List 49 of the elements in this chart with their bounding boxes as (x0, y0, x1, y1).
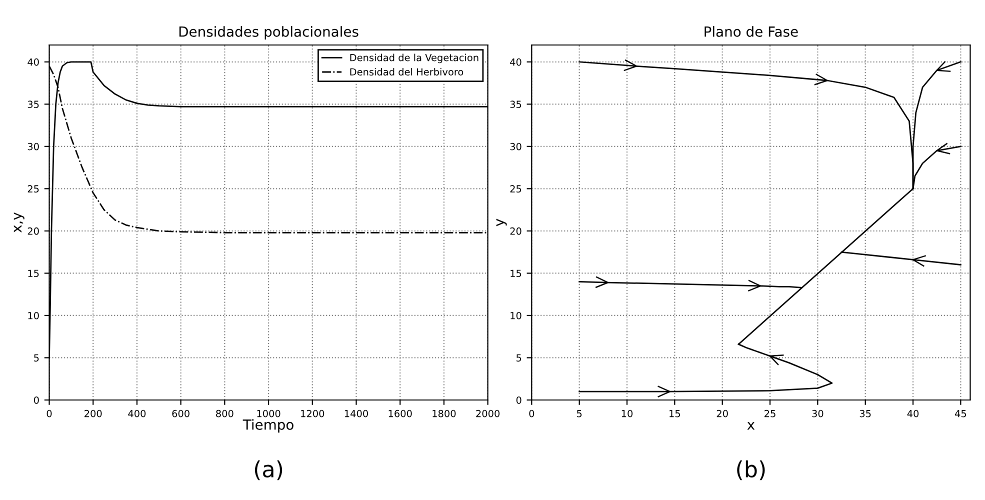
x-tick-label: 1600 (388, 410, 412, 418)
x-tick-label: 30 (812, 410, 824, 418)
chart-title: Densidades poblacionales (179, 26, 358, 40)
y-tick-label: 30 (510, 142, 522, 150)
y-tick-label: 20 (28, 227, 39, 235)
x-tick-label: 1400 (344, 410, 368, 418)
y-tick-label: 30 (28, 142, 39, 150)
x-tick-label: 45 (954, 410, 966, 418)
x-tick-label: 0 (529, 410, 534, 418)
y-tick-label: 35 (510, 100, 522, 108)
x-tick-label: 5 (576, 410, 582, 418)
x-tick-label: 1200 (301, 410, 324, 418)
x-tick-label: 15 (670, 410, 680, 418)
x-tick-label: 20 (716, 410, 728, 418)
y-axis-title: x,y (14, 212, 24, 233)
x-tick-label: 600 (172, 410, 190, 418)
legend-label: Densidad de la Vegetacion (350, 54, 478, 64)
y-tick-label: 10 (510, 312, 522, 320)
y-tick-label: 25 (28, 185, 39, 193)
y-tick-label: 0 (34, 396, 39, 404)
x-tick-label: 1000 (257, 410, 280, 418)
x-tick-label: 400 (128, 410, 146, 418)
x-tick-label: 800 (216, 410, 234, 418)
y-tick-label: 40 (510, 58, 522, 66)
x-axis-title: x (747, 422, 755, 430)
x-tick-label: 200 (84, 410, 102, 418)
x-tick-label: 10 (622, 410, 633, 418)
y-tick-label: 0 (516, 396, 522, 404)
y-axis-title: y (496, 218, 507, 226)
x-tick-label: 2000 (476, 410, 500, 418)
y-tick-label: 10 (28, 312, 39, 320)
x-tick-label: 40 (907, 410, 919, 418)
text: (b) (737, 460, 765, 480)
x-tick-label: 25 (764, 410, 776, 418)
legend-label: Densidad del Herbivoro (350, 68, 464, 76)
x-tick-label: 0 (46, 410, 52, 418)
y-tick-label: 20 (510, 227, 522, 235)
chart-title: Plano de Fase (704, 26, 798, 37)
y-tick-label: 40 (28, 58, 39, 66)
y-tick-label: 5 (34, 354, 39, 362)
y-tick-label: 15 (28, 270, 39, 278)
x-tick-label: 35 (860, 410, 871, 418)
y-tick-label: 15 (510, 270, 522, 278)
text: (a) (254, 460, 282, 480)
y-tick-label: 25 (510, 185, 522, 193)
x-tick-label: 1800 (432, 410, 456, 418)
y-tick-label: 35 (28, 100, 39, 108)
x-axis-title: Tiempo (242, 419, 294, 433)
y-tick-label: 5 (516, 354, 522, 362)
